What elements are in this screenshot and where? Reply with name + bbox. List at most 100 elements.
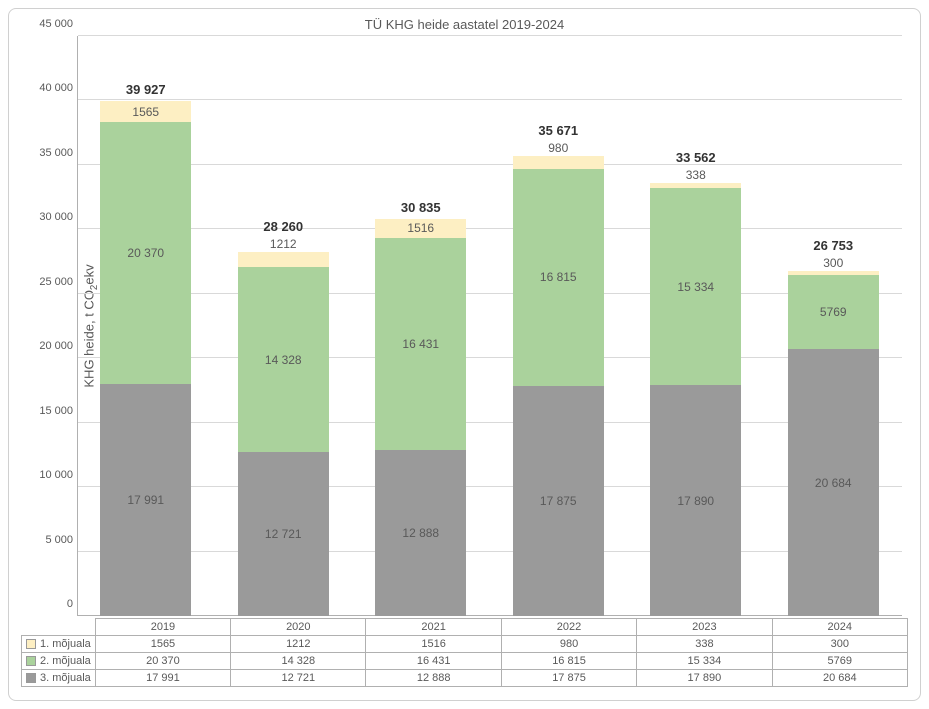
- table-series-header: 2. mõjuala: [22, 653, 96, 670]
- table-cell: 338: [637, 636, 772, 653]
- stacked-bar: 20 684 5769 300: [788, 271, 879, 616]
- y-tick: 40 000: [39, 82, 73, 94]
- bar-segment: 16 815: [513, 169, 604, 386]
- segment-value-label: 17 875: [540, 494, 577, 508]
- bar-total-label: 30 835: [401, 200, 441, 215]
- y-tick: 5 000: [45, 534, 73, 546]
- bar-total-label: 35 671: [538, 123, 578, 138]
- bar-segment: 300: [788, 271, 879, 275]
- table-cell: 16 815: [501, 653, 636, 670]
- data-table-body: 2019202020212022202320241. mõjuala156512…: [22, 619, 908, 687]
- y-tick: 45 000: [39, 18, 73, 30]
- y-tick: 15 000: [39, 405, 73, 417]
- table-cell: 12 721: [231, 670, 366, 687]
- legend-swatch: [26, 673, 36, 683]
- stacked-bar: 12 888 16 431 1516: [375, 219, 466, 616]
- stacked-bar: 17 890 15 334 338: [650, 183, 741, 616]
- segment-value-label: 338: [686, 168, 706, 182]
- stacked-bar: 12 721 14 328 1212: [238, 252, 329, 616]
- y-tick: 0: [67, 598, 73, 610]
- table-cell: 300: [772, 636, 907, 653]
- segment-value-label: 1516: [407, 221, 434, 235]
- segment-value-label: 17 890: [677, 494, 714, 508]
- bar-segment: 20 684: [788, 349, 879, 616]
- table-cell: 15 334: [637, 653, 772, 670]
- segment-value-label: 1565: [132, 105, 159, 119]
- bar-slot: 39 927 17 991 20 370 1565: [77, 36, 215, 616]
- bar-total-label: 26 753: [813, 238, 853, 253]
- bar-total-label: 33 562: [676, 150, 716, 165]
- bar-segment: 1516: [375, 219, 466, 239]
- y-tick: 25 000: [39, 276, 73, 288]
- bar-segment: 20 370: [100, 122, 191, 385]
- y-axis: 0 5 000 10 000 15 000 20 000 25 000 30 000 35 0…: [21, 36, 77, 616]
- table-cell: 1565: [95, 636, 230, 653]
- table-cell: 1212: [231, 636, 366, 653]
- bar-segment: 5769: [788, 275, 879, 349]
- table-year-header: 2021: [366, 619, 501, 636]
- table-cell: 14 328: [231, 653, 366, 670]
- table-year-header: 2019: [95, 619, 230, 636]
- chart-container: TÜ KHG heide aastatel 2019-2024 KHG heid…: [8, 8, 921, 701]
- stacked-bar: 17 991 20 370 1565: [100, 101, 191, 616]
- segment-value-label: 20 684: [815, 476, 852, 490]
- table-year-header: 2020: [231, 619, 366, 636]
- segment-value-label: 15 334: [677, 280, 714, 294]
- table-cell: 20 370: [95, 653, 230, 670]
- bar-segment: 16 431: [375, 238, 466, 450]
- table-series-header: 1. mõjuala: [22, 636, 96, 653]
- bar-total-label: 39 927: [126, 82, 166, 97]
- segment-value-label: 17 991: [127, 493, 164, 507]
- y-tick: 35 000: [39, 147, 73, 159]
- segment-value-label: 12 721: [265, 527, 302, 541]
- bar-segment: 17 991: [100, 384, 191, 616]
- plot-area: KHG heide, t CO2ekv 05 00010 00015 00020…: [77, 36, 902, 616]
- y-tick: 10 000: [39, 469, 73, 481]
- bar-slot: 35 671 17 875 16 815 980: [490, 36, 628, 616]
- table-cell: 12 888: [366, 670, 501, 687]
- bar-segment: 1212: [238, 252, 329, 268]
- table-row: 201920202021202220232024: [22, 619, 908, 636]
- y-tick: 20 000: [39, 340, 73, 352]
- table-cell: 5769: [772, 653, 907, 670]
- table-cell: 17 875: [501, 670, 636, 687]
- segment-value-label: 16 431: [402, 337, 439, 351]
- bar-segment: 1565: [100, 101, 191, 121]
- table-row: 2. mõjuala20 37014 32816 43116 81515 334…: [22, 653, 908, 670]
- bar-segment: 12 721: [238, 452, 329, 616]
- data-table: 2019202020212022202320241. mõjuala156512…: [21, 618, 908, 687]
- table-cell: 16 431: [366, 653, 501, 670]
- table-cell: 20 684: [772, 670, 907, 687]
- segment-value-label: 300: [823, 256, 843, 270]
- table-corner-cell: [22, 619, 96, 636]
- y-tick: 30 000: [39, 211, 73, 223]
- table-row: 1. mõjuala156512121516980338300: [22, 636, 908, 653]
- bar-slot: 28 260 12 721 14 328 1212: [215, 36, 353, 616]
- bar-slot: 33 562 17 890 15 334 338: [627, 36, 765, 616]
- segment-value-label: 16 815: [540, 270, 577, 284]
- bar-total-label: 28 260: [263, 219, 303, 234]
- chart-title: TÜ KHG heide aastatel 2019-2024: [21, 17, 908, 32]
- bar-slot: 26 753 20 684 5769 300: [765, 36, 903, 616]
- segment-value-label: 20 370: [127, 246, 164, 260]
- table-row: 3. mõjuala17 99112 72112 88817 87517 890…: [22, 670, 908, 687]
- bar-slot: 30 835 12 888 16 431 1516: [352, 36, 490, 616]
- segment-value-label: 12 888: [402, 526, 439, 540]
- segment-value-label: 5769: [820, 305, 847, 319]
- table-year-header: 2022: [501, 619, 636, 636]
- bars-layer: 39 927 17 991 20 370 1565 28 260 12 721 14 328…: [77, 36, 902, 616]
- bar-segment: 12 888: [375, 450, 466, 616]
- legend-swatch: [26, 656, 36, 666]
- table-series-header: 3. mõjuala: [22, 670, 96, 687]
- segment-value-label: 14 328: [265, 353, 302, 367]
- bar-segment: 980: [513, 156, 604, 169]
- segment-value-label: 980: [548, 141, 568, 155]
- bar-segment: 17 875: [513, 386, 604, 616]
- bar-segment: 14 328: [238, 267, 329, 452]
- bar-segment: 17 890: [650, 385, 741, 616]
- bar-segment: 338: [650, 183, 741, 187]
- bar-segment: 15 334: [650, 188, 741, 386]
- table-cell: 17 991: [95, 670, 230, 687]
- segment-value-label: 1212: [270, 237, 297, 251]
- table-year-header: 2023: [637, 619, 772, 636]
